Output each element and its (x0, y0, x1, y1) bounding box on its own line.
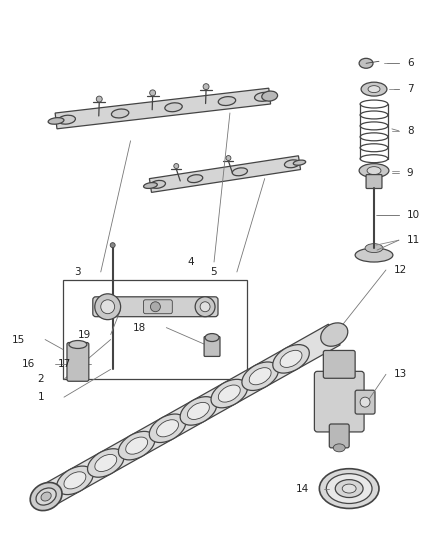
Polygon shape (55, 88, 271, 129)
Ellipse shape (111, 109, 129, 118)
Text: 11: 11 (407, 235, 420, 245)
Ellipse shape (156, 419, 179, 437)
Text: 9: 9 (407, 167, 413, 177)
Ellipse shape (58, 115, 75, 124)
Ellipse shape (149, 414, 186, 442)
Circle shape (96, 96, 102, 102)
Ellipse shape (368, 86, 380, 93)
Ellipse shape (262, 91, 278, 101)
FancyBboxPatch shape (329, 424, 349, 448)
Ellipse shape (284, 160, 300, 168)
Ellipse shape (293, 160, 306, 165)
Circle shape (110, 243, 115, 248)
Ellipse shape (242, 362, 279, 391)
Ellipse shape (187, 175, 203, 183)
Text: 4: 4 (187, 257, 194, 267)
Ellipse shape (30, 482, 62, 511)
Ellipse shape (180, 397, 217, 425)
FancyBboxPatch shape (204, 336, 220, 357)
Circle shape (174, 164, 179, 168)
Ellipse shape (361, 82, 387, 96)
Ellipse shape (321, 323, 348, 346)
FancyBboxPatch shape (355, 390, 375, 414)
Ellipse shape (144, 183, 157, 189)
Text: 6: 6 (407, 58, 413, 68)
Text: 2: 2 (38, 374, 44, 384)
Text: 3: 3 (74, 267, 81, 277)
Bar (63, 280, 247, 379)
Ellipse shape (118, 431, 155, 460)
Polygon shape (40, 324, 340, 507)
Circle shape (95, 294, 120, 320)
Circle shape (195, 297, 215, 317)
Ellipse shape (355, 248, 393, 262)
Circle shape (360, 397, 370, 407)
Ellipse shape (205, 334, 219, 342)
Ellipse shape (342, 484, 356, 493)
FancyBboxPatch shape (366, 175, 382, 189)
Ellipse shape (359, 58, 373, 68)
Text: 7: 7 (407, 84, 413, 94)
Ellipse shape (359, 164, 389, 177)
Ellipse shape (367, 167, 381, 175)
Text: 14: 14 (296, 483, 309, 494)
Circle shape (150, 302, 160, 312)
Ellipse shape (333, 444, 345, 452)
FancyBboxPatch shape (93, 297, 218, 317)
Ellipse shape (335, 480, 363, 497)
Ellipse shape (41, 492, 51, 501)
Ellipse shape (36, 488, 56, 505)
FancyBboxPatch shape (67, 343, 89, 381)
Circle shape (150, 90, 155, 96)
Ellipse shape (211, 379, 247, 408)
Ellipse shape (319, 469, 379, 508)
Circle shape (101, 300, 115, 314)
Text: 18: 18 (133, 322, 146, 333)
Ellipse shape (280, 350, 302, 367)
Text: 19: 19 (78, 329, 91, 340)
Text: 16: 16 (22, 359, 35, 369)
Ellipse shape (165, 103, 182, 112)
Ellipse shape (232, 168, 247, 176)
Ellipse shape (254, 92, 272, 101)
Ellipse shape (187, 402, 209, 419)
Text: 5: 5 (210, 267, 217, 277)
Ellipse shape (126, 437, 148, 454)
Ellipse shape (326, 474, 372, 504)
Ellipse shape (64, 472, 86, 489)
Text: 13: 13 (394, 369, 407, 379)
Ellipse shape (88, 449, 124, 477)
Ellipse shape (48, 118, 64, 124)
Ellipse shape (150, 180, 166, 188)
Text: 1: 1 (38, 392, 44, 402)
Text: 12: 12 (394, 265, 407, 275)
Ellipse shape (273, 345, 309, 373)
Circle shape (200, 302, 210, 312)
Circle shape (226, 156, 231, 160)
Circle shape (203, 84, 209, 90)
FancyBboxPatch shape (314, 372, 364, 432)
Polygon shape (149, 156, 300, 192)
Ellipse shape (249, 368, 271, 385)
Text: 10: 10 (407, 211, 420, 220)
Ellipse shape (218, 96, 236, 106)
Text: 17: 17 (58, 359, 71, 369)
Ellipse shape (57, 466, 93, 495)
Ellipse shape (69, 341, 87, 349)
Ellipse shape (365, 244, 383, 253)
FancyBboxPatch shape (323, 351, 355, 378)
Ellipse shape (95, 455, 117, 472)
Ellipse shape (218, 385, 240, 402)
Text: 8: 8 (407, 126, 413, 136)
FancyBboxPatch shape (144, 300, 172, 314)
Text: 15: 15 (12, 335, 25, 344)
